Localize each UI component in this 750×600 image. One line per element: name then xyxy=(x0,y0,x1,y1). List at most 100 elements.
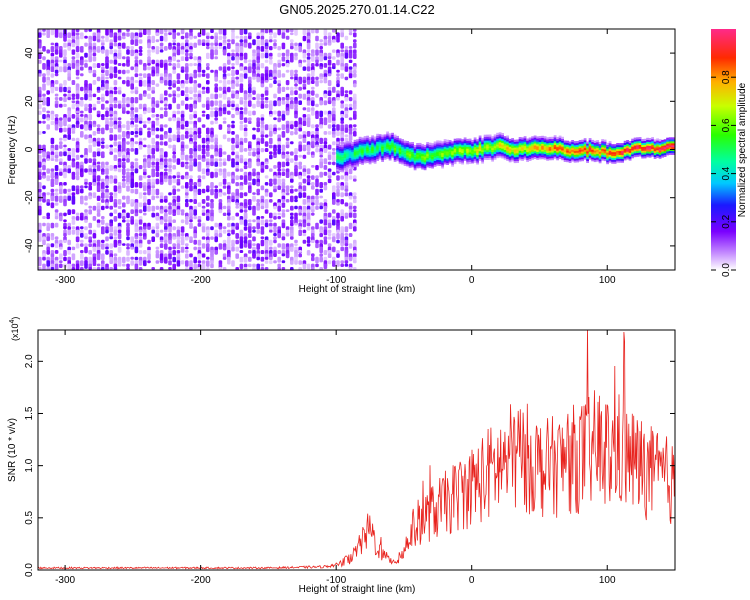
spectrogram-cell xyxy=(511,147,514,150)
spectrogram-cell xyxy=(222,253,227,258)
spectrogram-cell xyxy=(256,250,260,255)
spectrogram-cell xyxy=(401,144,404,148)
spectrogram-cell xyxy=(336,239,340,244)
spectrogram-cell xyxy=(172,148,176,152)
spectrogram-cell xyxy=(416,150,419,153)
spectrogram-cell xyxy=(603,145,607,148)
spectrogram-cell xyxy=(633,149,637,152)
spectrogram-cell xyxy=(42,97,46,102)
spectrogram-cell xyxy=(376,141,379,144)
spectrogram-cell xyxy=(80,250,84,254)
spectrogram-cell xyxy=(383,145,387,149)
spectrogram-cell xyxy=(518,152,522,155)
spectrogram-cell xyxy=(130,246,134,250)
spectrogram-cell xyxy=(338,144,342,147)
spectrogram-cell xyxy=(446,151,449,154)
x-tick-label: 100 xyxy=(599,275,616,286)
spectrogram-cell xyxy=(180,239,185,246)
spectrogram-cell xyxy=(197,144,202,152)
spectrogram-cell xyxy=(351,155,354,158)
spectrogram-cell xyxy=(458,142,462,145)
spectrogram-cell xyxy=(185,73,189,80)
spectrogram-cell xyxy=(383,142,387,145)
spectrogram-cell xyxy=(134,56,139,60)
spectrogram-cell xyxy=(491,151,494,154)
spectrogram-cell xyxy=(340,246,344,252)
spectrogram-cell xyxy=(461,144,464,148)
spectrogram-cell xyxy=(343,155,347,159)
spectrogram-cell xyxy=(553,139,557,142)
spectrogram-cell xyxy=(441,164,444,167)
spectrogram-cell xyxy=(151,107,155,113)
spectrogram-cell xyxy=(109,151,113,155)
spectrogram-cell xyxy=(408,157,412,160)
spectrogram-cell xyxy=(461,152,464,155)
spectrogram-cell xyxy=(671,139,674,142)
spectrogram-cell xyxy=(67,86,71,91)
spectrogram-cell xyxy=(50,188,55,193)
spectrogram-cell xyxy=(648,138,652,141)
spectrogram-cell xyxy=(586,158,589,161)
spectrogram-cell xyxy=(201,236,206,240)
spectrogram-cell xyxy=(486,157,489,160)
spectrogram-cell xyxy=(521,149,524,152)
spectrogram-cell xyxy=(269,178,273,183)
spectrogram-cell xyxy=(113,158,118,161)
spectrogram-cell xyxy=(341,160,344,163)
spectrogram-cell xyxy=(413,156,417,159)
spectrogram-cell xyxy=(264,49,269,54)
spectrogram-cell xyxy=(134,219,139,224)
spectrogram-cell xyxy=(553,146,557,149)
spectrogram-cell xyxy=(463,147,467,150)
spectrogram-cell xyxy=(218,199,223,204)
spectrogram-cell xyxy=(269,246,273,250)
spectrogram-cell xyxy=(338,162,342,165)
x-tick-label: 0 xyxy=(469,275,475,286)
spectrogram-cell xyxy=(421,163,424,166)
spectrogram-cell xyxy=(269,114,273,117)
spectrogram-cell xyxy=(381,159,384,162)
spectrogram-cell xyxy=(159,63,164,68)
spectrogram-cell xyxy=(122,32,126,37)
spectrogram-cell xyxy=(581,151,584,154)
spectrogram-cell xyxy=(327,236,332,240)
spectrogram-cell xyxy=(38,131,42,135)
spectrogram-cell xyxy=(54,124,59,131)
spectrogram-cell xyxy=(511,138,514,141)
spectrogram-cell xyxy=(406,158,409,161)
spectrogram-cell xyxy=(606,146,609,149)
spectrogram-cell xyxy=(143,185,147,192)
spectrogram-cell xyxy=(315,80,319,87)
spectrogram-cell xyxy=(358,156,362,159)
spectrogram-cell xyxy=(227,73,231,77)
spectrogram-cell xyxy=(543,142,547,145)
spectrogram-cell xyxy=(536,146,539,149)
spectrogram-cell xyxy=(231,83,235,90)
spectrogram-cell xyxy=(84,103,88,109)
spectrogram-cell xyxy=(473,141,477,144)
spectrogram-cell xyxy=(448,153,452,156)
spectrogram-cell xyxy=(151,137,155,145)
spectrogram-cell xyxy=(185,219,189,225)
spectrogram-cell xyxy=(231,103,235,108)
spectrogram-cell xyxy=(366,147,369,150)
spectrogram-cell xyxy=(67,151,71,156)
spectrogram-cell xyxy=(46,32,50,38)
spectrogram-cell xyxy=(453,154,457,157)
spectrogram-cell xyxy=(143,205,147,212)
spectrogram-cell xyxy=(67,209,71,215)
spectrogram-cell xyxy=(277,52,281,58)
spectrogram-cell xyxy=(336,212,340,219)
spectrogram-cell xyxy=(498,136,502,139)
spectrogram-cell xyxy=(315,188,319,196)
spectrogram-cell xyxy=(344,127,349,133)
spectrogram-cell xyxy=(126,124,130,131)
spectrogram-cell xyxy=(344,243,349,247)
spectrogram-cell xyxy=(306,42,311,50)
spectrogram-cell xyxy=(336,131,340,137)
spectrogram-cell xyxy=(180,134,185,141)
spectrogram-cell xyxy=(206,66,210,71)
spectrogram-cell xyxy=(67,188,71,192)
spectrogram-cell xyxy=(671,143,674,146)
spectrogram-cell xyxy=(641,148,644,151)
